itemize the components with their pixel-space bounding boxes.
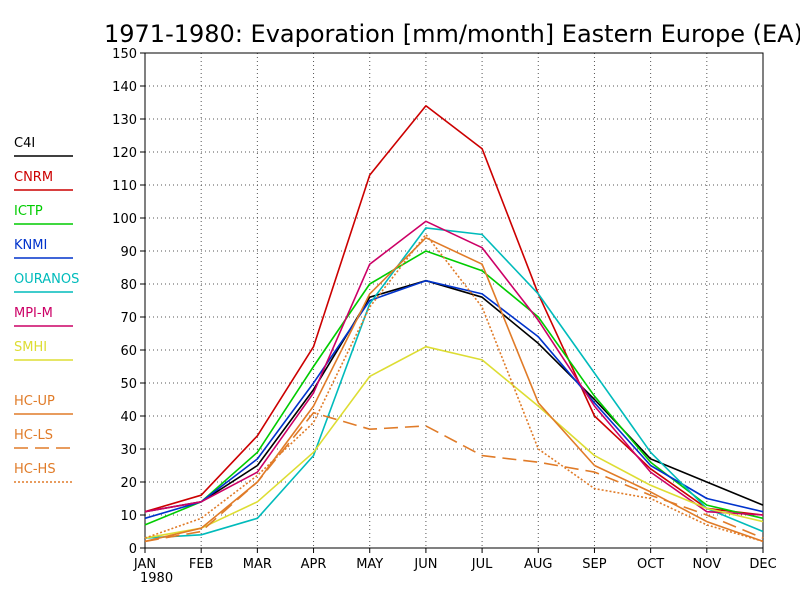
series-line-cnrm: [144, 105, 764, 516]
legend-label-knmi: KNMI: [14, 238, 47, 253]
legend-label-cnrm: CNRM: [14, 170, 53, 185]
series-line-ictp: [144, 250, 764, 526]
y-tick-label: 110: [112, 179, 137, 194]
x-tick-year-label: 1980: [140, 571, 173, 586]
y-tick-label: 40: [120, 410, 137, 425]
x-tick-label: NOV: [693, 557, 722, 572]
y-tick-label: 150: [112, 47, 137, 62]
y-tick-label: 60: [120, 344, 137, 359]
legend: C4I CNRM ICTP KNMI OURANOS MPI-M SMHI HC-UP HC-L…: [14, 136, 79, 483]
y-tick-label: 50: [120, 377, 137, 392]
legend-label-hc-up: HC-UP: [14, 394, 55, 409]
series-line-hc-up: [144, 237, 764, 543]
y-tick-label: 20: [120, 476, 137, 491]
series-line-hc-ls: [144, 411, 764, 543]
legend-label-ictp: ICTP: [14, 204, 43, 219]
y-tick-label: 0: [129, 542, 137, 557]
x-tick-label: FEB: [189, 557, 214, 572]
x-tick-label: MAY: [356, 557, 383, 572]
legend-label-smhi: SMHI: [14, 340, 47, 355]
y-tick-label: 80: [120, 278, 137, 293]
x-tick-label: SEP: [582, 557, 606, 572]
legend-label-ouranos: OURANOS: [14, 272, 79, 287]
x-tick-label: MAR: [243, 557, 272, 572]
legend-label-c4i: C4I: [14, 136, 35, 151]
x-tick-label: JUL: [471, 557, 493, 572]
series-line-ouranos: [144, 227, 764, 539]
y-tick-label: 130: [112, 113, 137, 128]
x-tick-label: DEC: [749, 557, 776, 572]
x-tick-label: OCT: [637, 557, 664, 572]
x-tick-label: APR: [301, 557, 327, 572]
x-tick-label: AUG: [524, 557, 552, 572]
series-line-mpi-m: [144, 220, 764, 516]
y-tick-label: 90: [120, 245, 137, 260]
x-axis-ticks: JAN FEB MAR APR MAY JUN JUL AUG SEP OCT NOV DEC: [133, 548, 777, 572]
chart-title: 1971-1980: Evaporation [mm/month] Easter…: [104, 20, 800, 48]
y-tick-label: 140: [112, 80, 137, 95]
legend-label-hc-hs: HC-HS: [14, 462, 56, 477]
y-axis-ticks: 0 10 20 30 40 50 60 70 80 90 100 110 120 130 140 150: [112, 47, 145, 557]
x-tick-label: JAN: [133, 557, 156, 572]
series-line-knmi: [144, 279, 764, 520]
y-tick-label: 120: [112, 146, 137, 161]
y-tick-label: 70: [120, 311, 137, 326]
x-tick-label: JUN: [413, 557, 437, 572]
legend-label-hc-ls: HC-LS: [14, 428, 53, 443]
legend-label-mpi-m: MPI-M: [14, 306, 53, 321]
y-tick-label: 30: [120, 443, 137, 458]
series-line-hc-hs: [144, 233, 764, 543]
plot-frame: [144, 52, 764, 549]
y-tick-label: 10: [120, 509, 137, 524]
y-tick-label: 100: [112, 212, 137, 227]
series-layer: [144, 105, 764, 543]
series-line-smhi: [144, 345, 764, 539]
